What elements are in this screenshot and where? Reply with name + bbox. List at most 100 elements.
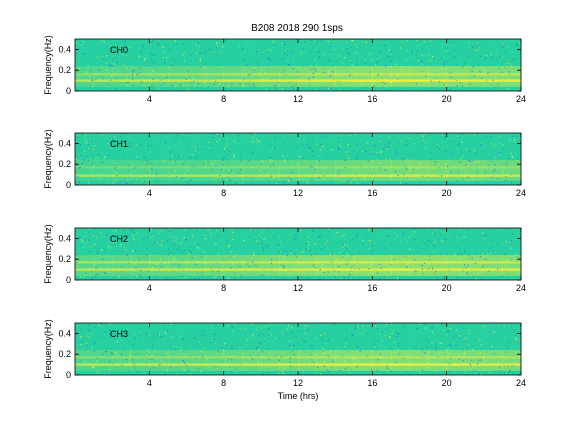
frequency-band [260, 268, 280, 271]
frequency-band [75, 166, 95, 169]
energy-column [335, 66, 355, 87]
energy-column [279, 350, 299, 371]
frequency-band [260, 356, 280, 359]
frequency-band [483, 166, 503, 169]
energy-column [167, 66, 187, 87]
frequency-band [167, 174, 187, 177]
energy-column [316, 66, 336, 87]
energy-column [335, 160, 355, 181]
frequency-band [316, 268, 336, 271]
frequency-band [446, 268, 466, 271]
y-axis-label: Frequency(Hz) [43, 224, 53, 284]
frequency-band [205, 356, 225, 359]
frequency-band [167, 261, 187, 264]
frequency-band [260, 166, 280, 169]
x-tick-label: 20 [442, 188, 452, 198]
energy-column [223, 66, 243, 87]
noise-texture [75, 228, 521, 280]
frequency-band [242, 363, 262, 366]
y-axis-label: Frequency(Hz) [43, 35, 53, 95]
frequency-band [75, 73, 95, 76]
frequency-band [93, 166, 113, 169]
energy-column [93, 160, 113, 181]
y-tick-label: 0.2 [58, 349, 71, 359]
frequency-band [409, 174, 429, 177]
energy-column [186, 160, 206, 181]
channel-label: CH1 [110, 139, 128, 149]
frequency-band [335, 73, 355, 76]
frequency-band [390, 268, 410, 271]
frequency-band [409, 73, 429, 76]
y-tick-label: 0.4 [58, 44, 71, 54]
energy-column [75, 255, 95, 276]
frequency-band [167, 268, 187, 271]
energy-column [75, 160, 95, 181]
frequency-band [260, 363, 280, 366]
frequency-band [112, 261, 132, 264]
x-tick-label: 20 [442, 378, 452, 388]
frequency-band [205, 73, 225, 76]
noise-texture [75, 133, 521, 185]
frequency-band [316, 174, 336, 177]
x-tick-label: 12 [293, 188, 303, 198]
x-tick-label: 16 [367, 188, 377, 198]
frequency-band [335, 261, 355, 264]
noise-texture [75, 323, 521, 375]
frequency-band [372, 363, 392, 366]
x-tick-label: 8 [221, 283, 226, 293]
frequency-band [502, 363, 521, 366]
energy-column [75, 66, 95, 87]
frequency-band [483, 174, 503, 177]
energy-column [502, 66, 521, 87]
frequency-band [335, 363, 355, 366]
x-tick-label: 8 [221, 94, 226, 104]
frequency-band [130, 79, 150, 82]
energy-column [502, 255, 521, 276]
frequency-band [316, 166, 336, 169]
frequency-band [446, 73, 466, 76]
energy-column [353, 255, 373, 276]
energy-column [353, 350, 373, 371]
frequency-band [390, 174, 410, 177]
frequency-band [112, 356, 132, 359]
y-tick-label: 0.4 [58, 138, 71, 148]
frequency-band [428, 261, 448, 264]
frequency-band [353, 268, 373, 271]
frequency-band [93, 268, 113, 271]
energy-column [502, 160, 521, 181]
energy-column [260, 66, 280, 87]
frequency-band [186, 73, 206, 76]
frequency-band [483, 261, 503, 264]
frequency-band [149, 356, 169, 359]
frequency-band [372, 79, 392, 82]
energy-column [483, 160, 503, 181]
x-tick-label: 24 [516, 94, 526, 104]
spectrogram-panel-0: 4 8 12 16 20 24 0 0.2 0.4 Frequency(Hz) CH0 [43, 35, 526, 104]
frequency-band [483, 73, 503, 76]
frequency-band [465, 174, 485, 177]
frequency-band [149, 79, 169, 82]
frequency-band [335, 268, 355, 271]
energy-column [298, 350, 318, 371]
frequency-band [260, 73, 280, 76]
frequency-band [353, 79, 373, 82]
frequency-band [149, 261, 169, 264]
frequency-band [130, 363, 150, 366]
frequency-band [353, 73, 373, 76]
spectrogram-image [75, 39, 521, 91]
channel-label: CH0 [110, 45, 128, 55]
frequency-band [149, 73, 169, 76]
x-tick-label: 20 [442, 283, 452, 293]
spectrogram-background [75, 323, 521, 375]
frequency-band [316, 261, 336, 264]
frequency-band [335, 174, 355, 177]
frequency-band [298, 268, 318, 271]
frequency-band [279, 356, 299, 359]
energy-column [260, 255, 280, 276]
frequency-band [390, 356, 410, 359]
x-tick-label: 8 [221, 188, 226, 198]
y-tick-label: 0.4 [58, 233, 71, 243]
frequency-band [75, 356, 95, 359]
energy-column [186, 255, 206, 276]
frequency-band [93, 261, 113, 264]
